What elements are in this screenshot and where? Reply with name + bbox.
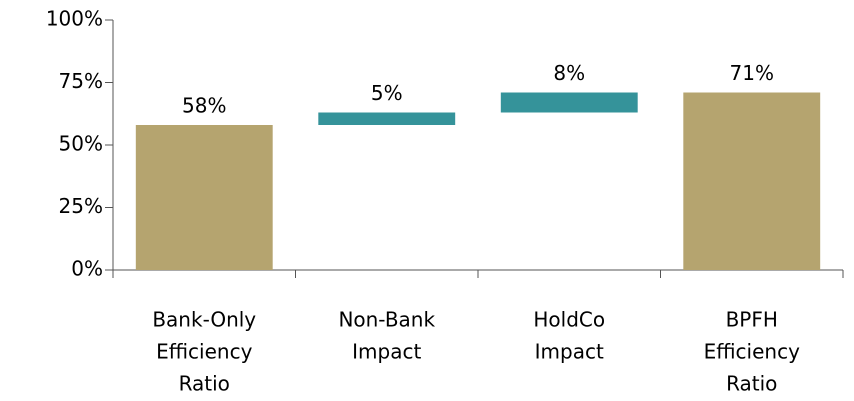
x-tick-label: BPFH [726,308,778,332]
x-tick-label: Non-Bank [338,308,435,332]
data-label: 71% [730,61,774,85]
data-label: 5% [371,81,403,105]
x-tick-label: Bank-Only [152,308,256,332]
y-tick-label: 75% [59,69,103,93]
x-tick-label: Efficiency [156,340,253,364]
data-label: 8% [553,61,585,85]
y-tick-label: 0% [71,257,103,281]
bar [500,92,638,113]
y-tick-label: 50% [59,132,103,156]
data-label: 58% [182,94,226,118]
x-tick-label: Efficiency [704,340,801,364]
x-tick-label: Ratio [179,372,230,396]
x-tick-label: Impact [352,340,421,364]
bar [683,92,821,270]
x-tick-label: HoldCo [533,308,605,332]
x-tick-label: Impact [535,340,604,364]
x-tick-label: Ratio [726,372,777,396]
bar [318,112,456,125]
y-tick-label: 100% [46,7,103,31]
bar [135,125,273,270]
y-tick-label: 25% [59,194,103,218]
